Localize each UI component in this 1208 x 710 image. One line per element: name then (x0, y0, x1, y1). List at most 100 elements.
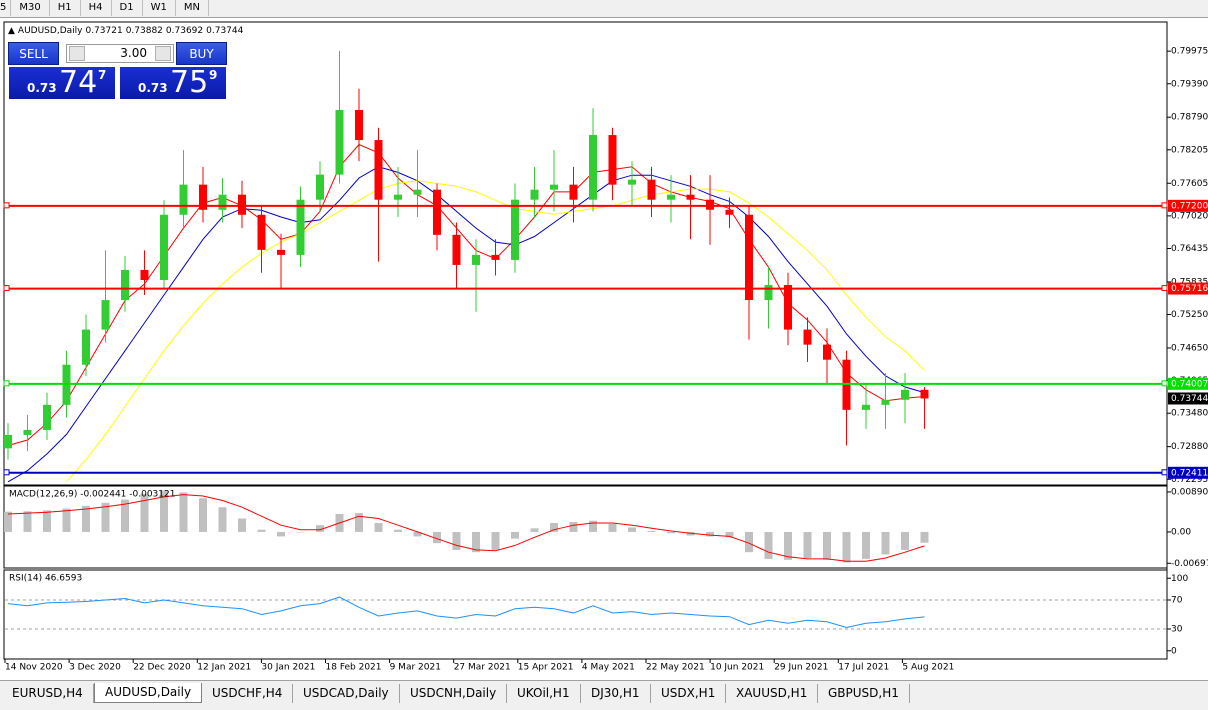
x-tick-label: 27 Mar 2021 (454, 663, 511, 673)
price-small: 9 (209, 68, 218, 82)
histogram-bar (355, 513, 363, 532)
chart-tab[interactable]: USDX,H1 (651, 684, 727, 703)
histogram-bar (23, 511, 32, 532)
y-tick-label: 0.77605 (1171, 179, 1208, 189)
histogram-bar (140, 493, 149, 532)
chart-tab[interactable]: DJ30,H1 (581, 684, 651, 703)
histogram-bar (901, 531, 909, 550)
candle-body (23, 429, 32, 435)
x-tick-label: 29 Jun 2021 (774, 663, 828, 673)
lot-input[interactable]: 3.00 (66, 44, 174, 63)
level-end (1161, 202, 1168, 209)
histogram-bar (257, 529, 266, 532)
price-big: 0.73 (138, 81, 168, 95)
candle-body (433, 189, 441, 235)
y-tick-label: -0.00697 (1171, 559, 1208, 569)
histogram-bar (296, 531, 305, 533)
sell-button[interactable]: SELL (8, 42, 59, 65)
candle-body (706, 199, 714, 210)
level-end (3, 202, 10, 209)
price-small: 7 (98, 68, 107, 82)
indicator-title: MACD(12,26,9) -0.002441 -0.003121 (9, 490, 175, 500)
buy-button[interactable]: BUY (176, 42, 227, 65)
candle-body (374, 140, 383, 200)
histogram-bar (413, 531, 422, 537)
price-main: 75 (170, 65, 209, 100)
timeframe-button[interactable]: W1 (143, 0, 176, 16)
chart-tab[interactable]: USDCAD,Daily (293, 684, 400, 703)
candle-body (530, 189, 539, 200)
chart-tab[interactable]: USDCNH,Daily (400, 684, 508, 703)
timeframe-button[interactable]: M30 (11, 0, 50, 16)
candle-body (140, 269, 149, 280)
candle-body (647, 179, 656, 200)
histogram-bar (452, 531, 461, 550)
y-tick-label: 0.76435 (1171, 244, 1208, 254)
timeframe-button[interactable]: MN (176, 0, 209, 16)
bid-price[interactable]: 0.73 74 7 (8, 65, 116, 100)
timeframe-button[interactable]: D1 (112, 0, 143, 16)
moving-average (66, 180, 925, 483)
y-tick-label: 0.73480 (1171, 409, 1208, 419)
x-tick-label: 30 Jan 2021 (261, 663, 315, 673)
histogram-bar (43, 510, 51, 532)
x-tick-label: 14 Nov 2020 (5, 663, 63, 673)
chart-tab[interactable]: USDCHF,H4 (202, 684, 294, 703)
histogram-bar (199, 498, 207, 532)
histogram-bar (511, 531, 519, 539)
moving-average (7, 166, 925, 483)
price-main: 74 (59, 65, 98, 100)
histogram-bar (218, 507, 227, 532)
candle-body (296, 199, 305, 255)
candle-body (218, 194, 227, 210)
chart-tabs: EURUSD,H4 AUDUSD,Daily USDCHF,H4 USDCAD,Dai… (0, 680, 1208, 710)
indicator-title: RSI(14) 46.6593 (9, 574, 82, 584)
candle-body (179, 184, 188, 215)
y-tick-label: 0.00 (1171, 527, 1191, 537)
candle-body (589, 135, 597, 200)
histogram-bar (628, 527, 636, 532)
candle-body (569, 184, 578, 200)
chart-tab[interactable]: XAUUSD,H1 (726, 684, 819, 703)
histogram-bar (803, 531, 812, 559)
lot-up[interactable] (155, 46, 171, 61)
timeframe-button[interactable]: H1 (50, 0, 81, 16)
x-tick-label: 22 May 2021 (646, 663, 705, 673)
histogram-bar (569, 522, 578, 532)
histogram-bar (316, 525, 324, 532)
y-tick-label: 0.77020 (1171, 211, 1208, 221)
y-tick-label: 0.79975 (1171, 47, 1208, 57)
x-tick-label: 5 Aug 2021 (902, 663, 954, 673)
level-label: 0.77200 (1171, 201, 1208, 211)
x-tick-label: 9 Mar 2021 (390, 663, 441, 673)
timeframe-button[interactable]: 5 (0, 0, 12, 16)
chart-tab[interactable]: GBPUSD,H1 (818, 684, 910, 703)
histogram-bar (784, 531, 792, 560)
candle-body (43, 404, 51, 430)
candle-body (628, 179, 636, 185)
histogram-bar (472, 531, 480, 553)
candle-body (335, 109, 344, 175)
ohlc-value: 0.73692 (165, 26, 204, 36)
lot-down[interactable] (69, 46, 85, 61)
chart-tab[interactable]: EURUSD,H4 (2, 684, 94, 703)
ask-price[interactable]: 0.73 75 9 (119, 65, 227, 100)
level-end (3, 285, 10, 292)
candle-body (238, 194, 246, 215)
candle-body (901, 389, 909, 400)
timeframe-button[interactable]: H4 (81, 0, 112, 16)
level-label: 0.75716 (1171, 284, 1208, 294)
level-label-bg (1168, 282, 1208, 295)
candle-body (745, 214, 753, 301)
chart-tab[interactable]: AUDUSD,Daily (94, 683, 203, 703)
chart-tab[interactable]: UKOil,H1 (507, 684, 581, 703)
candle-body (121, 269, 129, 301)
level-end (1161, 285, 1168, 292)
candle-body (394, 194, 402, 200)
candle-body (277, 249, 285, 255)
histogram-bar (920, 531, 929, 543)
candle-body (920, 389, 929, 399)
candle-body (452, 234, 461, 265)
histogram-bar (881, 531, 890, 555)
timeframe-toolbar: 5 M30 H1 H4 D1 W1 MN (0, 0, 1208, 18)
